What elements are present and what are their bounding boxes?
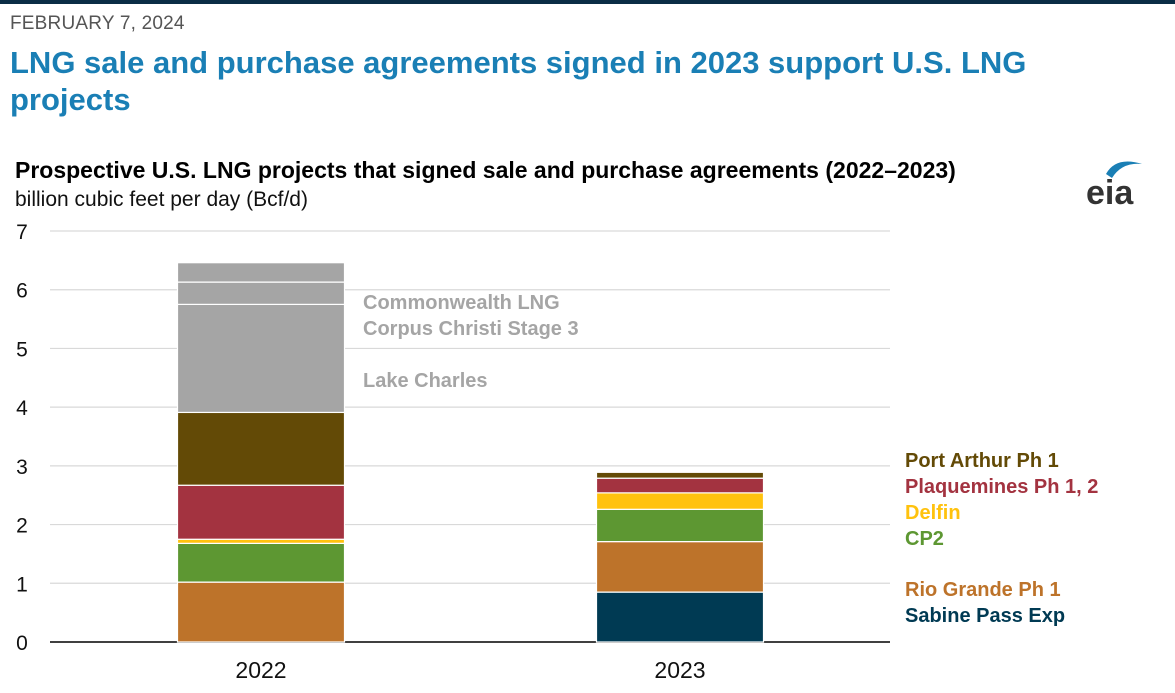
y-tick-label: 1 <box>16 573 28 596</box>
bar-segment-lake-charles-2022 <box>176 303 346 414</box>
y-tick-label: 0 <box>16 632 28 655</box>
bar-segment-commonwealth-lng-2022 <box>176 262 346 283</box>
eia-logo[interactable]: eia <box>1078 156 1148 210</box>
x-category-label: 2022 <box>235 657 286 683</box>
annotation-2023: Port Arthur Ph 1 <box>905 450 1059 472</box>
eia-logo-text: eia <box>1086 174 1134 210</box>
bar-segment-delfin-2022 <box>176 538 346 544</box>
y-tick-label: 4 <box>16 397 28 420</box>
bar-segment-cp2-2022 <box>176 542 346 583</box>
publication-date: FEBRUARY 7, 2024 <box>10 13 185 34</box>
y-tick-label: 7 <box>16 221 28 244</box>
bar-segment-plaquemines-ph-1-2-2023 <box>595 477 765 494</box>
labels: 0 1 2 3 4 5 6 7 2022 2023 Commonwealth LNG Corpus C… <box>16 221 1098 683</box>
y-tick-label: 3 <box>16 456 28 479</box>
bar-segment-port-arthur-ph-1-2022 <box>176 411 346 486</box>
y-tick-label: 6 <box>16 280 28 303</box>
bar-segment-corpus-christi-stage-3-2022 <box>176 281 346 305</box>
bar-segment-sabine-pass-exp-2023 <box>595 591 765 643</box>
chart-units: billion cubic feet per day (Bcf/d) <box>15 188 308 211</box>
headline: LNG sale and purchase agreements signed … <box>10 45 1027 117</box>
bar-segment-port-arthur-ph-1-2023 <box>595 471 765 479</box>
annotation-2023: CP2 <box>905 528 944 550</box>
bar-segment-delfin-2023 <box>595 492 765 510</box>
x-category-label: 2023 <box>654 657 705 683</box>
bar-segment-rio-grande-ph-1-2022 <box>176 581 346 643</box>
bar-segment-cp2-2023 <box>595 508 765 543</box>
eia-logo-swoosh-icon <box>1106 161 1142 178</box>
bar-segment-rio-grande-ph-1-2023 <box>595 540 765 593</box>
annotation-2023: Sabine Pass Exp <box>905 605 1065 627</box>
y-tick-label: 2 <box>16 515 28 538</box>
annotation-2022: Commonwealth LNG <box>363 292 560 314</box>
annotation-2022: Corpus Christi Stage 3 <box>363 318 579 340</box>
top-rule <box>0 0 1175 4</box>
y-tick-label: 5 <box>16 338 28 361</box>
annotation-2022: Lake Charles <box>363 370 488 392</box>
annotation-2023: Delfin <box>905 502 961 524</box>
annotation-2023: Rio Grande Ph 1 <box>905 579 1061 601</box>
bars <box>176 262 765 643</box>
bar-segment-plaquemines-ph-1-2-2022 <box>176 484 346 540</box>
chart-title: Prospective U.S. LNG projects that signe… <box>15 157 956 183</box>
annotation-2023: Plaquemines Ph 1, 2 <box>905 476 1098 498</box>
